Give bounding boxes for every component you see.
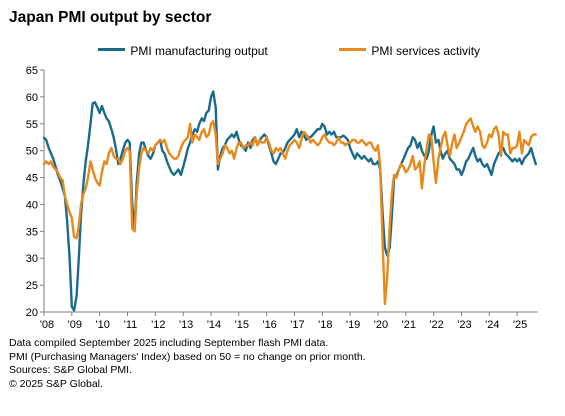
y-tick-label: 60	[26, 92, 38, 104]
chart-footer: Data compiled September 2025 including S…	[9, 337, 366, 391]
footer-note-pmi-definition: PMI (Purchasing Managers' Index) based o…	[9, 350, 366, 363]
legend-label-manufacturing: PMI manufacturing output	[130, 43, 268, 58]
y-tick-label: 55	[26, 119, 38, 131]
legend-item-services: PMI services activity	[339, 43, 480, 58]
x-tick-label: '17	[290, 319, 304, 331]
series-line-manufacturing	[42, 90, 537, 312]
legend-swatch-services	[339, 48, 366, 52]
x-tick-label: '18	[318, 319, 332, 331]
x-tick-label: '12	[151, 319, 165, 331]
line-chart: 20 25 30 35 40 45 50 55 60 65 '08 '09 '10 '11 '12 '13 '1…	[26, 65, 538, 331]
footer-note-sources: Sources: S&P Global PMI.	[9, 364, 132, 376]
x-tick-label: '22	[429, 319, 443, 331]
x-tick-label: '08	[40, 319, 54, 331]
x-tick-label: '11	[124, 319, 138, 331]
y-tick-label: 50	[26, 146, 38, 158]
x-tick-label: '20	[374, 319, 388, 331]
y-tick-label: 45	[26, 173, 38, 185]
y-tick-label: 20	[26, 307, 38, 319]
x-tick-label: '21	[402, 319, 416, 331]
chart-title: Japan PMI output by sector	[9, 9, 212, 26]
footer-note-data-compiled: Data compiled September 2025 including S…	[9, 337, 329, 349]
legend-item-manufacturing: PMI manufacturing output	[98, 43, 268, 58]
y-tick-label: 40	[26, 199, 38, 211]
x-tick-label: '10	[95, 319, 109, 331]
y-tick-label: 25	[26, 280, 38, 292]
x-tick-label: '15	[235, 319, 249, 331]
y-tick-label: 65	[26, 65, 38, 77]
legend-swatch-manufacturing	[98, 48, 125, 52]
chart-legend: PMI manufacturing output PMI services ac…	[0, 43, 565, 59]
legend-label-services: PMI services activity	[371, 43, 481, 58]
y-tick-label: 30	[26, 253, 38, 265]
x-tick-label: '14	[207, 319, 221, 331]
x-tick-label: '13	[179, 319, 193, 331]
x-tick-label: '09	[68, 319, 82, 331]
x-tick-label: '24	[485, 319, 499, 331]
x-tick-label: '16	[262, 319, 276, 331]
x-tick-label: '25	[513, 319, 527, 331]
y-tick-label: 35	[26, 226, 38, 238]
x-tick-label: '23	[457, 319, 471, 331]
x-tick-label: '19	[346, 319, 360, 331]
footer-copyright: © 2025 S&P Global.	[9, 377, 103, 390]
series-line-services	[42, 117, 537, 306]
